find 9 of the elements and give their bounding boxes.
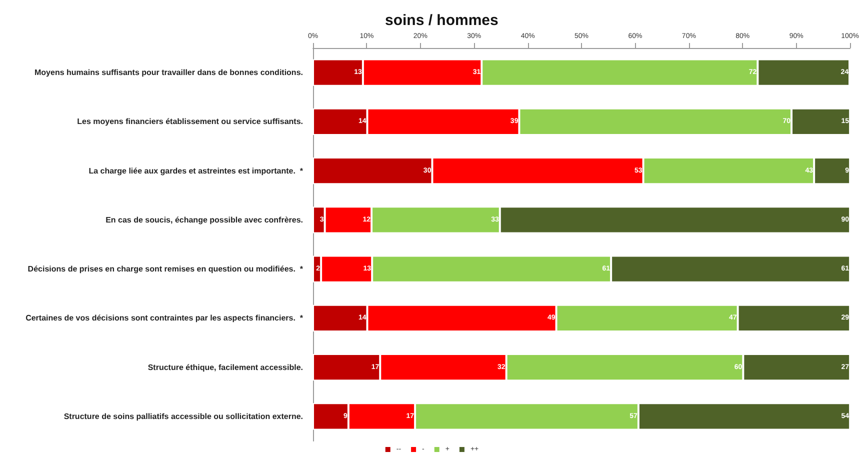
y-tick-label: La charge liée aux gardes et astreintes est importante. * bbox=[88, 166, 304, 176]
y-tick-label: Décisions de prises en charge sont remises en question ou modifiées. * bbox=[28, 264, 304, 274]
y-tick-label: En cas de soucis, échange possible avec confrères. bbox=[106, 215, 303, 224]
y-tick-label: Moyens humains suffisants pour travailler dans de bonnes conditions. bbox=[34, 68, 303, 78]
chart-title: soins / hommes bbox=[385, 12, 498, 29]
y-tick-label: Structure éthique, facilement accessible. bbox=[148, 362, 303, 372]
y-tick-label: Certaines de vos décisions sont contraintes par les aspects financiers. * bbox=[26, 314, 304, 323]
y-tick-label: Les moyens financiers établissement ou service suffisants. bbox=[77, 117, 303, 126]
y-tick-label: Structure de soins palliatifs accessible ou sollicitation externe. bbox=[64, 412, 303, 421]
